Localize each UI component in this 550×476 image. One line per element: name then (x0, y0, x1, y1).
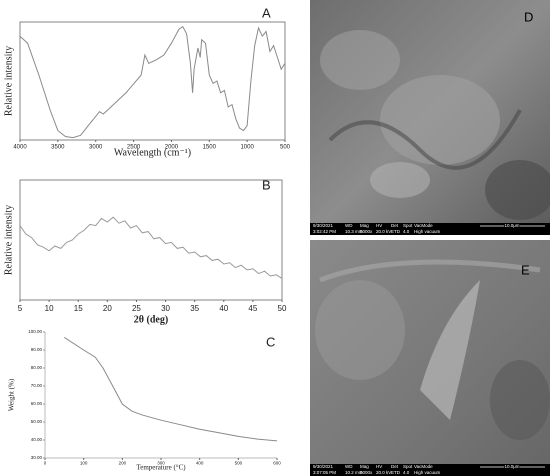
info-value: 4.0 (403, 229, 410, 234)
x-axis-label: 2θ (deg) (134, 314, 168, 325)
info-header: VacMode (414, 464, 433, 469)
info-value: 10.3 mm (345, 229, 363, 234)
info-header: Det (391, 223, 399, 228)
x-tick-label: 25 (132, 304, 141, 313)
x-tick-label: 1500 (203, 145, 217, 151)
y-tick-label: 90.00 (31, 347, 43, 352)
x-tick-label: 100 (80, 461, 88, 466)
x-tick-label: 300 (157, 461, 165, 466)
info-value: 5000x (360, 470, 373, 475)
x-tick-label: 45 (248, 304, 257, 313)
x-tick-label: 10 (45, 304, 54, 313)
info-value: 3:07:05 PM (313, 470, 336, 475)
x-tick-label: 2000 (165, 145, 179, 151)
x-tick-label: 600 (273, 461, 281, 466)
y-tick-label: 100.00 (28, 329, 42, 334)
info-header: 9/30/2021 (313, 464, 334, 469)
info-value: High vacuum (414, 229, 441, 234)
x-tick-label: 400 (196, 461, 204, 466)
info-header: Mag (360, 464, 369, 469)
x-tick-label: 200 (119, 461, 127, 466)
data-line (19, 216, 283, 279)
y-tick-label: 40.00 (31, 437, 43, 442)
info-header: Spot (403, 464, 413, 469)
plot-frame (19, 21, 286, 141)
info-value: 10.2 mm (345, 470, 363, 475)
y-tick-label: 30.00 (31, 455, 43, 460)
x-tick-label: 50 (278, 304, 287, 313)
y-axis-label: Relative intensity (3, 205, 14, 275)
x-tick-label: 500 (235, 461, 243, 466)
x-tick-label: 4000 (13, 145, 27, 151)
plot-frame (19, 179, 283, 301)
panel-label: D (524, 9, 533, 24)
info-value: 3:02:42 PM (313, 229, 336, 234)
info-value: 4.0 (403, 470, 410, 475)
x-tick-label: 40 (219, 304, 228, 313)
info-value: 20.0 kV (376, 229, 391, 234)
x-tick-label: 3500 (51, 145, 65, 151)
x-tick-label: 5 (18, 304, 23, 313)
x-axis-label: Wavelength (cm⁻¹) (114, 147, 191, 158)
y-axis-label: Weight (%) (8, 378, 16, 411)
x-tick-label: 0 (44, 461, 47, 466)
info-value: 5000x (360, 229, 373, 234)
x-tick-label: 35 (190, 304, 199, 313)
x-tick-label: 2500 (127, 145, 141, 151)
sem-image-d (310, 0, 550, 235)
x-axis-label: Temperature (°C) (136, 464, 186, 472)
panel-label: C (266, 334, 275, 349)
y-tick-label: 60.00 (31, 401, 43, 406)
y-axis-label: Relative intensity (3, 46, 14, 116)
info-header: HV (376, 223, 382, 228)
y-tick-label: 70.00 (31, 383, 43, 388)
info-value: 20.0 kV (376, 470, 391, 475)
x-tick-label: 1000 (240, 145, 254, 151)
x-tick-label: 15 (74, 304, 83, 313)
info-header: Spot (403, 223, 413, 228)
panel-label: B (262, 177, 271, 192)
info-header: WD (345, 223, 353, 228)
y-tick-label: 80.00 (31, 365, 43, 370)
data-line (19, 25, 286, 139)
info-header: 9/30/2021 (313, 223, 334, 228)
panel-label: A (262, 5, 271, 20)
info-value: ETD (391, 470, 401, 475)
scale-label: 10.0μm (504, 223, 519, 228)
x-tick-label: 30 (161, 304, 170, 313)
info-header: WD (345, 464, 353, 469)
info-header: HV (376, 464, 382, 469)
sem-image-e (310, 240, 550, 476)
info-header: Det (391, 464, 399, 469)
x-tick-label: 3000 (89, 145, 103, 151)
x-tick-label: 20 (103, 304, 112, 313)
info-header: Mag (360, 223, 369, 228)
info-header: VacMode (414, 223, 433, 228)
info-value: ETD (391, 229, 401, 234)
x-tick-label: 500 (280, 145, 291, 151)
scale-label: 10.0μm (504, 464, 519, 469)
panel-label: E (521, 262, 530, 277)
data-line (64, 336, 278, 442)
info-value: High vacuum (414, 470, 441, 475)
y-tick-label: 50.00 (31, 419, 43, 424)
